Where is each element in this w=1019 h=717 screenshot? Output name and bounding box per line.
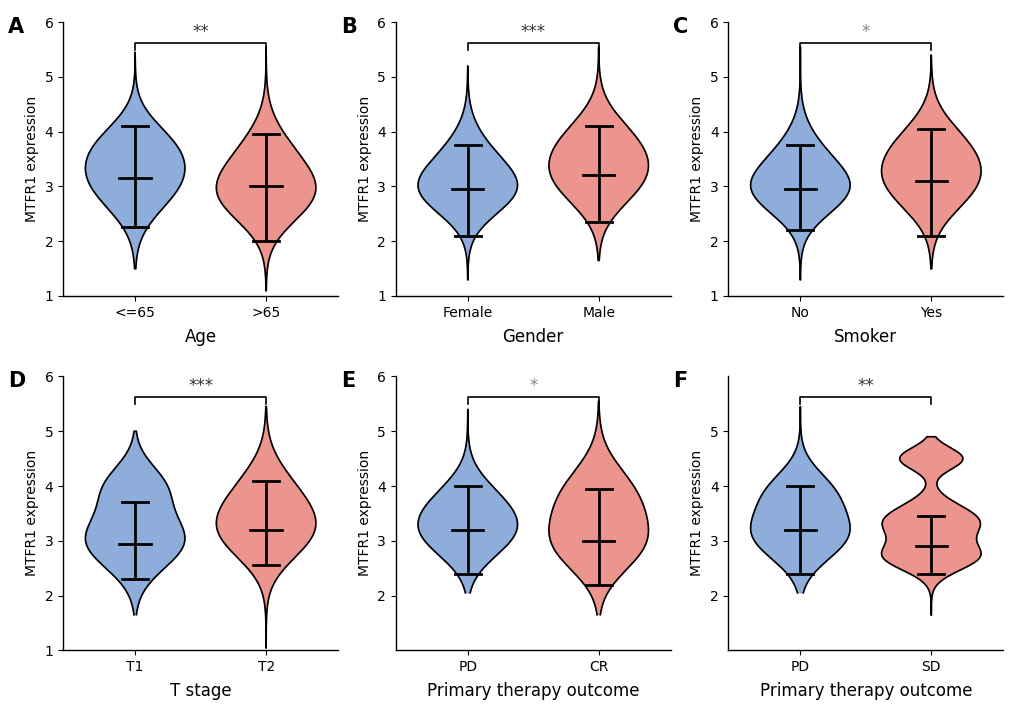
Y-axis label: MTFR1 expression: MTFR1 expression xyxy=(690,450,704,576)
Y-axis label: MTFR1 expression: MTFR1 expression xyxy=(358,96,371,222)
Polygon shape xyxy=(750,47,849,280)
Polygon shape xyxy=(216,407,316,647)
X-axis label: T stage: T stage xyxy=(170,683,231,701)
X-axis label: Gender: Gender xyxy=(502,328,564,346)
Text: ***: *** xyxy=(187,377,213,395)
Text: F: F xyxy=(673,371,687,391)
Text: D: D xyxy=(8,371,25,391)
Y-axis label: MTFR1 expression: MTFR1 expression xyxy=(25,96,39,222)
Text: ***: *** xyxy=(520,23,545,41)
Text: *: * xyxy=(861,23,869,41)
X-axis label: Primary therapy outcome: Primary therapy outcome xyxy=(427,683,639,701)
Y-axis label: MTFR1 expression: MTFR1 expression xyxy=(25,450,39,576)
Polygon shape xyxy=(880,55,980,269)
Polygon shape xyxy=(418,66,517,280)
Text: **: ** xyxy=(857,377,873,395)
Polygon shape xyxy=(548,401,648,614)
Text: E: E xyxy=(340,371,355,391)
Text: **: ** xyxy=(193,23,209,41)
Polygon shape xyxy=(86,431,184,614)
Polygon shape xyxy=(880,437,980,614)
Polygon shape xyxy=(418,409,517,593)
Polygon shape xyxy=(216,47,316,290)
Polygon shape xyxy=(750,407,849,593)
X-axis label: Age: Age xyxy=(184,328,216,346)
Y-axis label: MTFR1 expression: MTFR1 expression xyxy=(358,450,371,576)
Text: *: * xyxy=(529,377,537,395)
X-axis label: Primary therapy outcome: Primary therapy outcome xyxy=(759,683,971,701)
X-axis label: Smoker: Smoker xyxy=(834,328,897,346)
Text: B: B xyxy=(340,16,357,37)
Text: C: C xyxy=(673,16,688,37)
Polygon shape xyxy=(548,47,648,260)
Y-axis label: MTFR1 expression: MTFR1 expression xyxy=(690,96,703,222)
Polygon shape xyxy=(86,52,184,269)
Text: A: A xyxy=(8,16,24,37)
